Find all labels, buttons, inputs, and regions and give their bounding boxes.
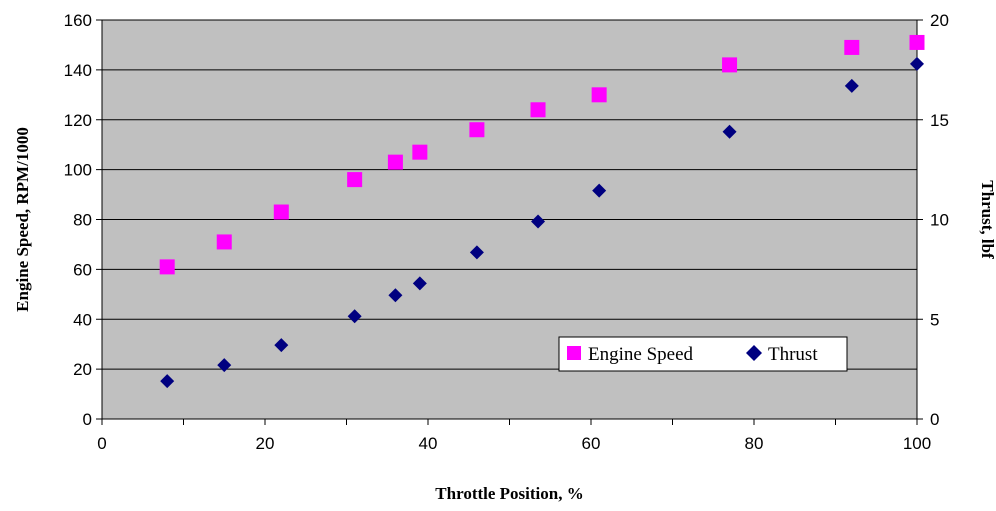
legend-label-engine-speed: Engine Speed	[588, 344, 694, 365]
y2-tick-label: 15	[930, 111, 949, 130]
y-tick-label: 0	[83, 410, 92, 429]
engine-speed-point	[387, 154, 403, 170]
y2-tick-label: 20	[930, 11, 949, 30]
engine-speed-point	[530, 102, 546, 118]
engine-speed-point	[469, 122, 485, 138]
x-tick-label: 40	[419, 434, 438, 453]
thrust-point	[388, 288, 403, 303]
y-tick-label: 160	[64, 11, 92, 30]
legend-label-thrust: Thrust	[768, 344, 818, 365]
thrust-point	[469, 245, 484, 260]
engine-speed-point	[347, 172, 363, 188]
thrust-point	[531, 214, 546, 229]
engine-speed-point	[216, 234, 232, 250]
legend-box	[558, 336, 848, 372]
engine-speed-point	[844, 39, 860, 55]
x-axis-title: Throttle Position, %	[435, 484, 583, 503]
y2-tick-label: 0	[930, 410, 939, 429]
x-tick-label: 100	[903, 434, 931, 453]
data-points	[159, 34, 925, 389]
legend-marker-engine-speed	[567, 346, 581, 360]
axes: 0 20 40 60 80 100 120 140 160 0 5 10 15 20 0 20 40 60 80 10…	[64, 11, 949, 453]
y-tick-label: 60	[73, 260, 92, 279]
engine-speed-point	[591, 87, 607, 103]
engine-speed-point	[722, 57, 738, 73]
engine-speed-point	[412, 144, 428, 160]
y2-tick-label: 5	[930, 310, 939, 329]
thrust-point	[910, 56, 924, 71]
x-tick-label: 0	[97, 434, 106, 453]
engine-speed-point	[159, 259, 175, 275]
thrust-point	[592, 183, 607, 198]
engine-speed-point	[273, 204, 289, 220]
thrust-point	[160, 374, 175, 389]
x-tick-label: 20	[256, 434, 275, 453]
legend-marker-thrust	[746, 345, 762, 361]
x-tick-label: 60	[582, 434, 601, 453]
x-tick-label: 80	[745, 434, 764, 453]
thrust-point	[412, 276, 427, 291]
y2-axis-title: Thrust, lbf	[978, 180, 996, 259]
thrust-point	[274, 338, 289, 353]
y-tick-label: 120	[64, 111, 92, 130]
y-tick-label: 20	[73, 360, 92, 379]
y2-tick-label: 10	[930, 211, 949, 230]
thrust-point	[217, 358, 232, 373]
y-tick-label: 140	[64, 61, 92, 80]
engine-speed-point	[909, 34, 925, 50]
legend: Engine Speed Thrust	[558, 336, 848, 372]
thrust-point	[347, 309, 362, 324]
y-tick-label: 100	[64, 161, 92, 180]
thrust-point	[844, 78, 859, 93]
y-axis-title: Engine Speed, RPM/1000	[13, 127, 32, 312]
y-tick-label: 40	[73, 310, 92, 329]
thrust-point	[722, 124, 737, 139]
y-tick-label: 80	[73, 211, 92, 230]
